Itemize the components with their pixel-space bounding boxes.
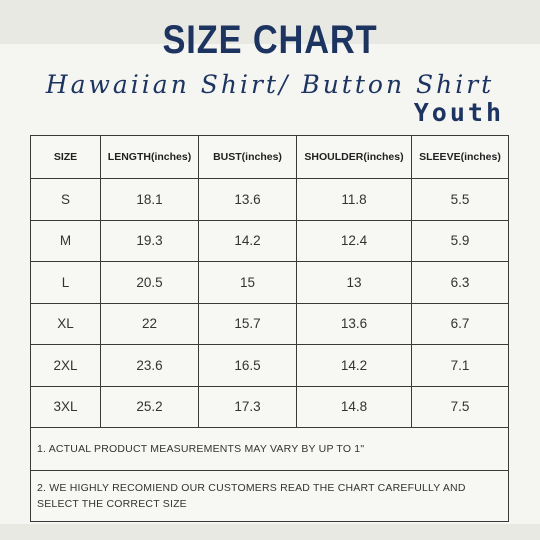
table-row: S 18.1 13.6 11.8 5.5: [30, 178, 509, 221]
table-row: 2XL 23.6 16.5 14.2 7.1: [30, 344, 509, 387]
column-header-size: SIZE: [30, 135, 101, 179]
note-row: 1. ACTUAL PRODUCT MEASUREMENTS MAY VARY …: [30, 427, 509, 471]
size-chart-table: SIZE LENGTH(inches) BUST(inches) SHOULDE…: [30, 135, 509, 522]
bust-cell: 14.2: [198, 219, 297, 262]
column-header-shoulder: SHOULDER(inches): [296, 135, 412, 179]
bust-cell: 16.5: [198, 344, 297, 387]
table-row: 3XL 25.2 17.3 14.8 7.5: [30, 385, 509, 428]
shoulder-cell: 14.2: [296, 344, 412, 387]
note-row: 2. WE HIGHLY RECOMIEND OUR CUSTOMERS REA…: [30, 470, 509, 522]
size-cell: M: [30, 219, 101, 262]
top-band: [0, 0, 540, 44]
shoulder-cell: 14.8: [296, 385, 412, 428]
note-measurement-variance: 1. ACTUAL PRODUCT MEASUREMENTS MAY VARY …: [30, 427, 509, 471]
page-title: SIZE CHART: [162, 18, 378, 62]
size-cell: XL: [30, 302, 101, 345]
bust-cell: 15.7: [198, 302, 297, 345]
note-read-chart: 2. WE HIGHLY RECOMIEND OUR CUSTOMERS REA…: [30, 470, 509, 522]
length-cell: 19.3: [100, 219, 199, 262]
length-cell: 22: [100, 302, 199, 345]
page-subtitle: Hawaiian Shirt/ Button Shirt: [45, 70, 495, 99]
sleeve-cell: 7.5: [411, 385, 509, 428]
bottom-band: [0, 524, 540, 540]
size-cell: 2XL: [30, 344, 101, 387]
size-cell: L: [30, 261, 101, 304]
shoulder-cell: 13: [296, 261, 412, 304]
bust-cell: 13.6: [198, 178, 297, 221]
length-cell: 20.5: [100, 261, 199, 304]
length-cell: 18.1: [100, 178, 199, 221]
shoulder-cell: 12.4: [296, 219, 412, 262]
sleeve-cell: 7.1: [411, 344, 509, 387]
table-row: M 19.3 14.2 12.4 5.9: [30, 219, 509, 262]
sleeve-cell: 6.7: [411, 302, 509, 345]
column-header-length: LENGTH(inches): [100, 135, 199, 179]
shoulder-cell: 11.8: [296, 178, 412, 221]
size-group-label: Youth: [413, 98, 504, 127]
column-header-bust: BUST(inches): [198, 135, 297, 179]
sleeve-cell: 5.9: [411, 219, 509, 262]
table-row: L 20.5 15 13 6.3: [30, 261, 509, 304]
column-header-sleeve: SLEEVE(inches): [411, 135, 509, 179]
table-header-row: SIZE LENGTH(inches) BUST(inches) SHOULDE…: [30, 135, 509, 179]
size-cell: S: [30, 178, 101, 221]
bust-cell: 15: [198, 261, 297, 304]
sleeve-cell: 5.5: [411, 178, 509, 221]
length-cell: 25.2: [100, 385, 199, 428]
length-cell: 23.6: [100, 344, 199, 387]
size-cell: 3XL: [30, 385, 101, 428]
table-row: XL 22 15.7 13.6 6.7: [30, 302, 509, 345]
shoulder-cell: 13.6: [296, 302, 412, 345]
bust-cell: 17.3: [198, 385, 297, 428]
sleeve-cell: 6.3: [411, 261, 509, 304]
